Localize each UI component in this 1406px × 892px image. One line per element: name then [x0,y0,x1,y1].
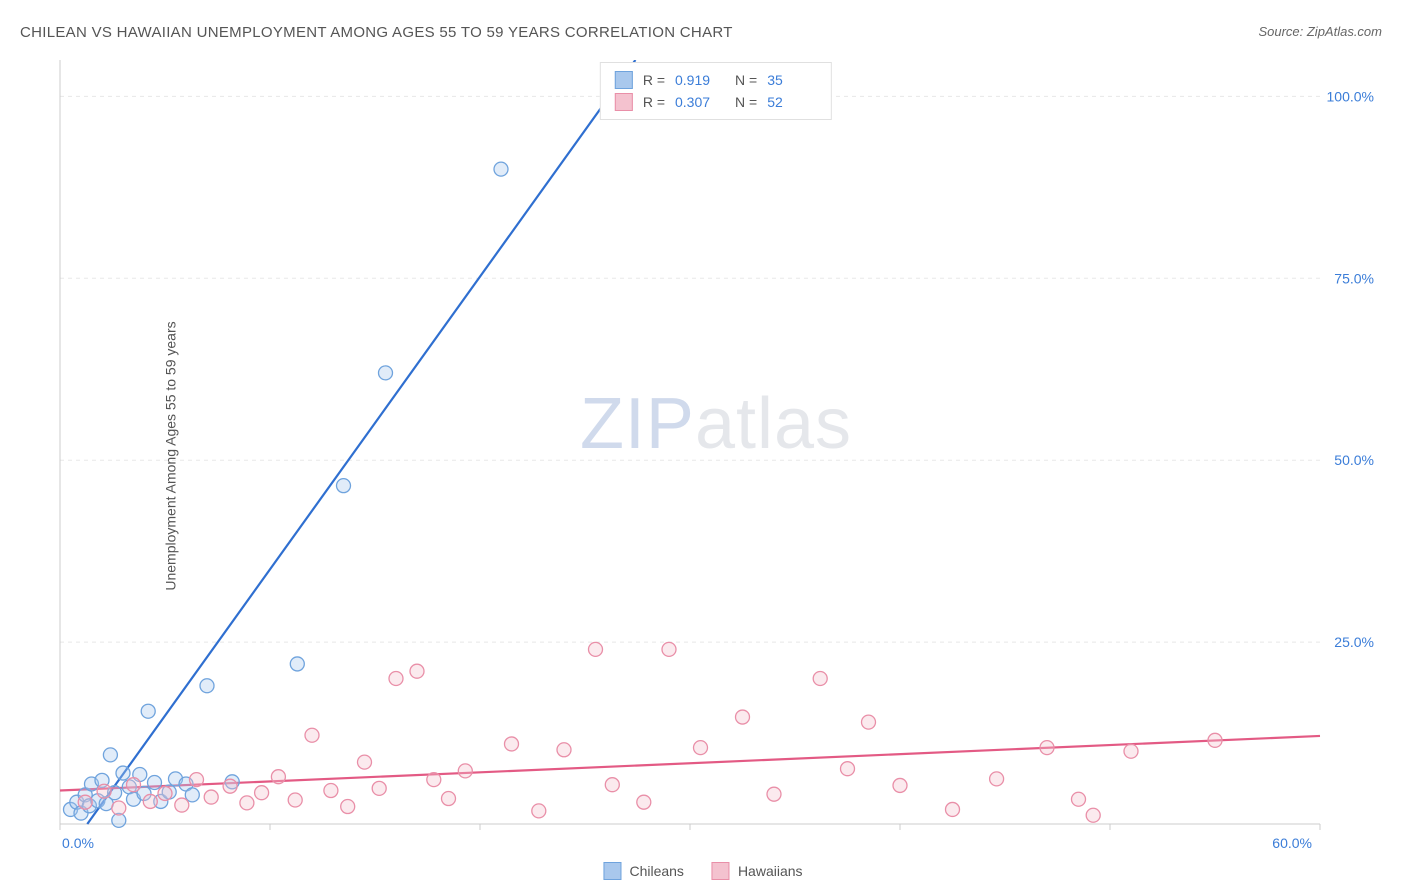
svg-text:50.0%: 50.0% [1334,452,1374,468]
legend-swatch-hawaiians [712,862,730,880]
source-prefix: Source: [1258,24,1306,39]
stats-r-value-hawaiians: 0.307 [675,94,725,110]
legend-item-chileans: Chileans [603,862,683,880]
svg-text:0.0%: 0.0% [62,835,94,851]
legend-swatch-chileans [603,862,621,880]
chart-area: Unemployment Among Ages 55 to 59 years 2… [50,60,1382,852]
source-attribution: Source: ZipAtlas.com [1258,24,1382,39]
legend: Chileans Hawaiians [603,862,802,880]
stats-n-value-hawaiians: 52 [767,94,817,110]
legend-label-hawaiians: Hawaiians [738,863,803,879]
stats-r-label: R = [643,72,665,88]
swatch-chileans [615,71,633,89]
stats-n-label: N = [735,94,757,110]
stats-n-label: N = [735,72,757,88]
svg-text:25.0%: 25.0% [1334,634,1374,650]
stats-row-chileans: R = 0.919 N = 35 [615,69,817,91]
scatter-plot: 25.0% 50.0% 75.0% 100.0% 0.0% 60.0% [50,60,1382,852]
stats-n-value-chileans: 35 [767,72,817,88]
legend-item-hawaiians: Hawaiians [712,862,803,880]
legend-label-chileans: Chileans [629,863,683,879]
svg-text:100.0%: 100.0% [1327,88,1374,104]
stats-row-hawaiians: R = 0.307 N = 52 [615,91,817,113]
chart-title: CHILEAN VS HAWAIIAN UNEMPLOYMENT AMONG A… [20,24,733,41]
svg-text:60.0%: 60.0% [1272,835,1312,851]
stats-r-value-chileans: 0.919 [675,72,725,88]
stats-box: R = 0.919 N = 35 R = 0.307 N = 52 [600,62,832,120]
stats-r-label: R = [643,94,665,110]
svg-text:75.0%: 75.0% [1334,270,1374,286]
swatch-hawaiians [615,93,633,111]
source-name: ZipAtlas.com [1307,24,1382,39]
